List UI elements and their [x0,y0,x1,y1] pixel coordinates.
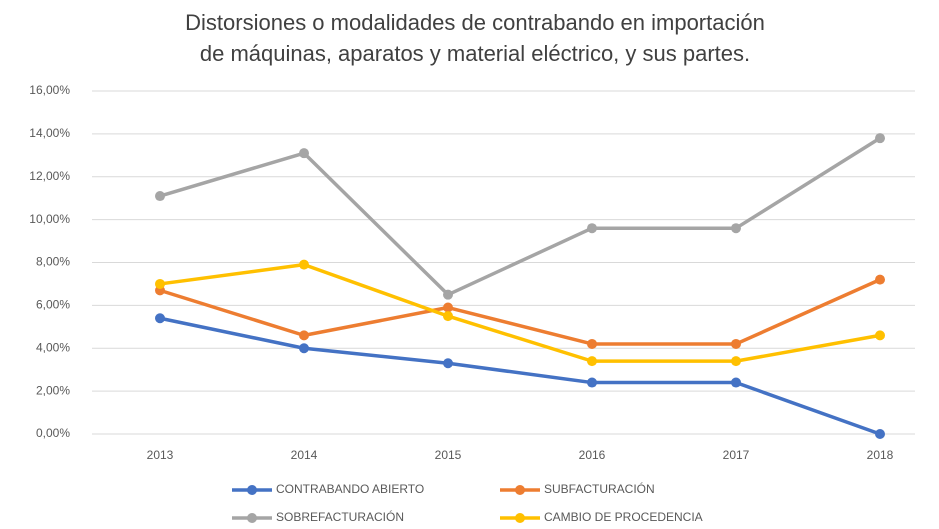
x-tick-label: 2013 [147,448,174,462]
data-point [155,278,165,289]
legend-label: CONTRABANDO ABIERTO [276,482,424,496]
legend-marker [247,485,257,495]
x-tick-label: 2018 [867,448,894,462]
data-point [443,311,453,322]
legend-label: CAMBIO DE PROCEDENCIA [544,510,703,524]
data-point [443,289,453,300]
x-tick-label: 2016 [579,448,606,462]
data-point [875,429,885,439]
data-point [731,377,741,388]
y-tick-label: 14,00% [29,126,70,140]
data-point [875,133,885,144]
legend-marker [515,485,525,495]
y-tick-label: 10,00% [29,212,70,226]
series-line [159,316,881,436]
data-point [299,148,309,159]
data-point [587,223,597,234]
legend-label: SOBREFACTURACIÓN [276,509,404,524]
data-point [731,223,741,234]
y-tick-label: 12,00% [29,169,70,183]
legend-marker [515,513,525,523]
legend-label: SUBFACTURACIÓN [544,481,655,496]
data-point [875,330,885,341]
series-line [159,136,881,297]
data-point [731,338,741,349]
y-tick-label: 6,00% [36,298,70,312]
x-tick-label: 2017 [723,448,750,462]
data-point [155,191,165,202]
x-tick-label: 2014 [291,448,318,462]
x-tick-label: 2015 [435,448,462,462]
data-point [731,356,741,367]
data-point [299,259,309,270]
data-point [587,338,597,349]
series-line [159,278,881,346]
y-tick-label: 16,00% [29,83,70,97]
legend-marker [247,513,257,523]
y-tick-label: 8,00% [36,255,70,269]
y-tick-label: 4,00% [36,340,70,354]
data-point [587,377,597,388]
data-point [155,313,165,324]
y-tick-label: 2,00% [36,383,70,397]
chart-title: de máquinas, aparatos y material eléctri… [200,41,750,66]
data-point [875,274,885,285]
data-point [299,330,309,341]
data-point [587,356,597,367]
series-line [159,262,881,363]
data-point [299,343,309,354]
data-point [443,302,453,313]
y-tick-label: 0,00% [36,426,70,440]
data-point [443,358,453,369]
chart-title: Distorsiones o modalidades de contraband… [185,10,765,35]
